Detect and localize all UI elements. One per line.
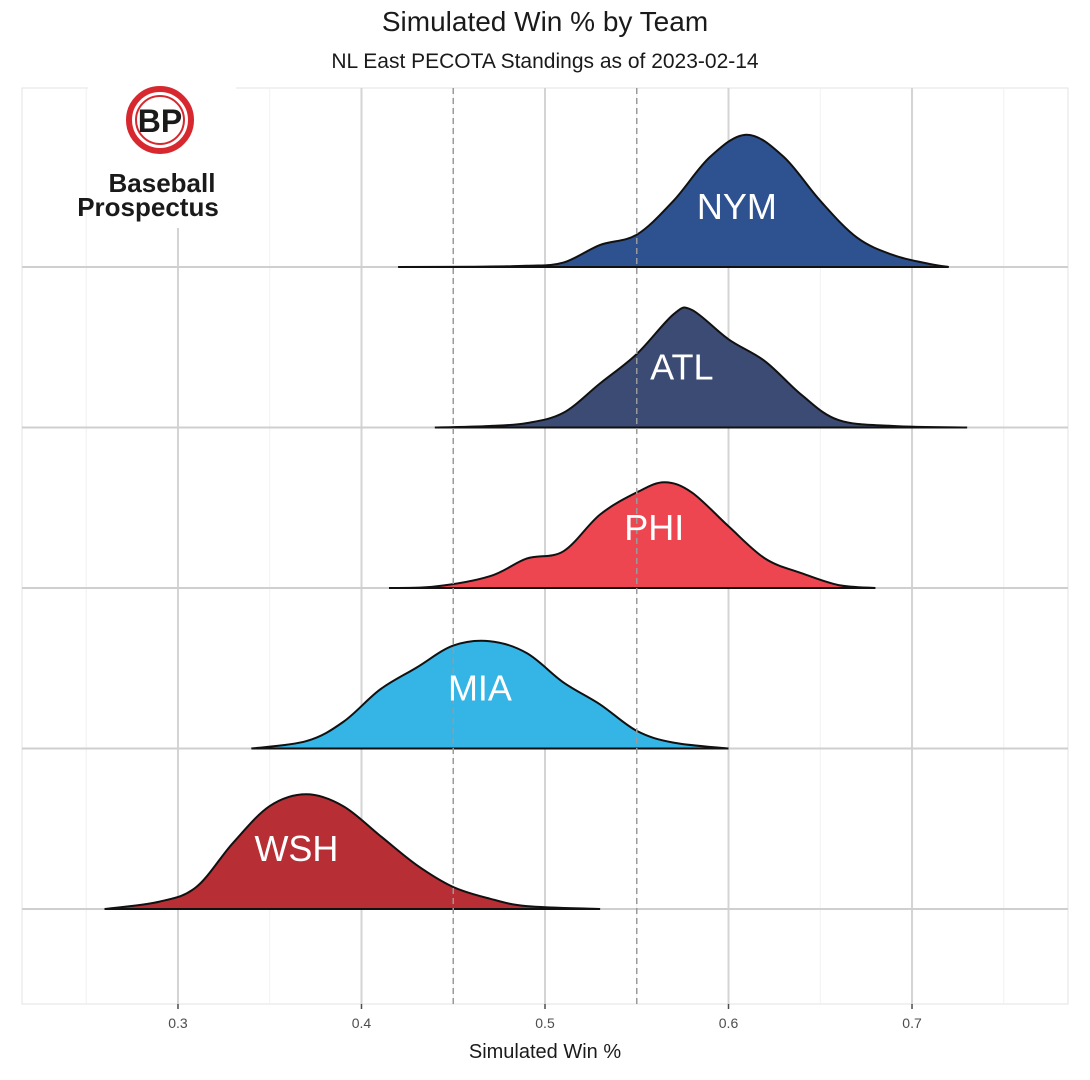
logo-line-1: Baseball xyxy=(109,168,216,198)
x-tick-label: 0.3 xyxy=(168,1015,188,1031)
team-label-layer: NYM ATL PHI MIA WSH xyxy=(254,186,776,869)
density-area-nym xyxy=(398,134,949,267)
chart-subtitle: NL East PECOTA Standings as of 2023-02-1… xyxy=(331,50,759,73)
density-area-mia xyxy=(251,640,729,749)
density-layer xyxy=(104,133,968,910)
team-label-mia: MIA xyxy=(448,668,512,709)
x-axis-ticks: 0.3 0.4 0.5 0.6 0.7 xyxy=(168,1004,922,1031)
logo-ring-icon xyxy=(126,86,194,154)
density-area-phi xyxy=(389,482,876,588)
x-tick-label: 0.6 xyxy=(719,1015,739,1031)
x-tick-label: 0.4 xyxy=(352,1015,372,1031)
density-outline-atl xyxy=(434,306,968,429)
logo-inner-icon xyxy=(135,95,185,145)
x-tick-label: 0.5 xyxy=(535,1015,555,1031)
x-axis-title: Simulated Win % xyxy=(469,1041,621,1063)
team-label-phi: PHI xyxy=(624,507,684,548)
x-tick-label: 0.7 xyxy=(902,1015,922,1031)
baseball-prospectus-logo: BP Baseball Prospectus xyxy=(77,80,236,228)
team-label-nym: NYM xyxy=(697,186,777,227)
team-label-atl: ATL xyxy=(650,347,713,388)
chart-title: Simulated Win % by Team xyxy=(381,6,709,37)
team-label-wsh: WSH xyxy=(254,828,338,869)
density-outline-nym xyxy=(398,133,949,268)
density-outline-phi xyxy=(388,481,876,589)
logo-monogram: BP xyxy=(138,103,182,139)
density-area-atl xyxy=(434,307,968,428)
logo-line-2: Prospectus xyxy=(77,192,219,222)
density-area-wsh xyxy=(104,794,601,909)
reference-line-layer xyxy=(452,88,638,1004)
density-outline-wsh xyxy=(104,793,601,910)
